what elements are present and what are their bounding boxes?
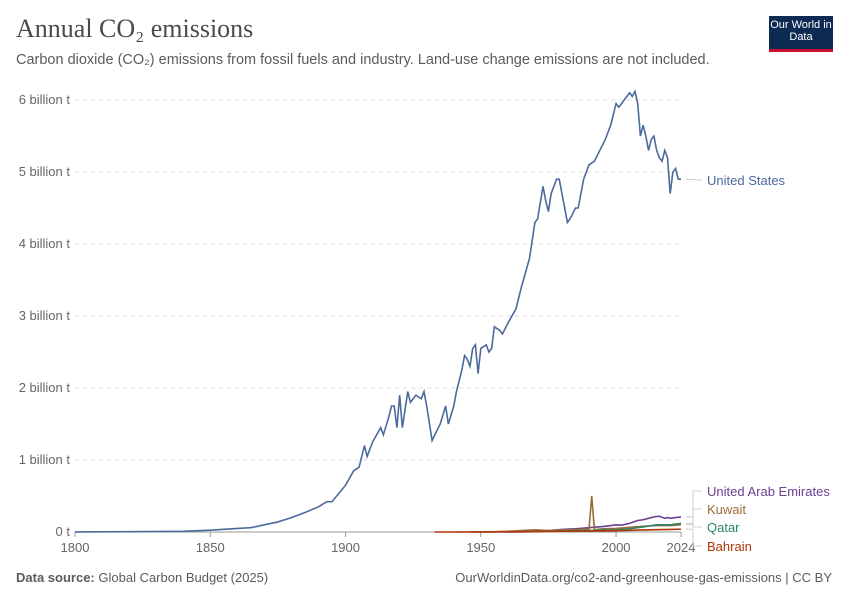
y-tick-label: 3 billion t (19, 308, 71, 323)
data-source: Data source: Global Carbon Budget (2025) (16, 570, 268, 585)
label-connector (686, 522, 702, 528)
series-line-united-states (74, 89, 681, 533)
x-tick-label: 1850 (196, 540, 225, 555)
source-label: Data source: (16, 570, 95, 585)
series-label[interactable]: Qatar (707, 520, 740, 535)
x-tick-label: 2000 (602, 540, 631, 555)
chart-subtitle: Carbon dioxide (CO₂) emissions from foss… (16, 52, 710, 68)
series-line-bahrain (434, 528, 682, 533)
y-tick-label: 0 t (56, 524, 71, 539)
source-link[interactable]: Global Carbon Budget (2025) (98, 570, 269, 585)
y-tick-label: 6 billion t (19, 92, 71, 107)
label-connector (685, 178, 703, 181)
series-label[interactable]: Kuwait (707, 502, 746, 517)
x-tick-label: 1950 (466, 540, 495, 555)
y-tick-label: 5 billion t (19, 164, 71, 179)
label-connector (686, 528, 702, 547)
y-tick-label: 4 billion t (19, 236, 71, 251)
logo-text: Our World in Data (770, 19, 832, 43)
label-connector (686, 508, 702, 526)
x-tick-label: 1800 (61, 540, 90, 555)
label-connector (686, 490, 702, 518)
owid-logo[interactable]: Our World in Data (769, 16, 833, 52)
y-tick-label: 2 billion t (19, 380, 71, 395)
series-label[interactable]: Bahrain (707, 539, 752, 554)
footer-url[interactable]: OurWorldinData.org/co2-and-greenhouse-ga… (455, 570, 832, 585)
series-label[interactable]: United Arab Emirates (707, 484, 830, 499)
chart-title: Annual CO₂ emissions (16, 14, 254, 43)
y-tick-label: 1 billion t (19, 452, 71, 467)
x-tick-label: 2024 (667, 540, 696, 555)
series-label[interactable]: United States (707, 173, 786, 188)
x-tick-label: 1900 (331, 540, 360, 555)
